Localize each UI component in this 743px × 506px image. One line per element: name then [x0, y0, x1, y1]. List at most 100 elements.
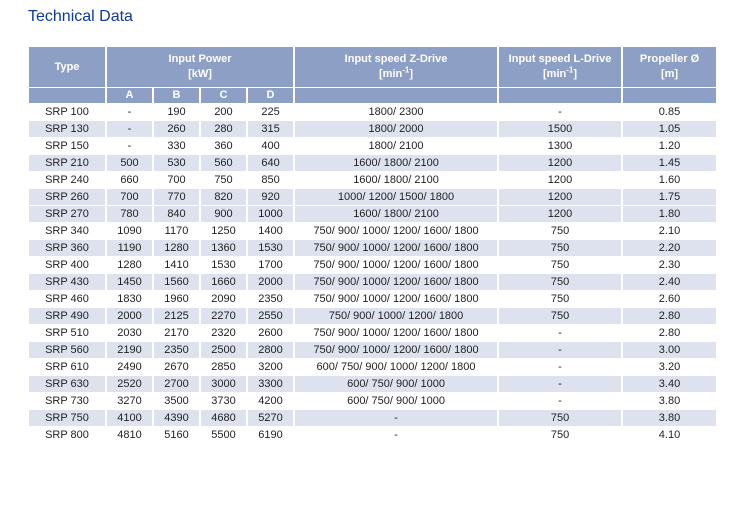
cell-power-c: 900	[199, 205, 248, 223]
cell-type: SRP 750	[27, 409, 107, 427]
cell-power-a: 1190	[105, 239, 154, 257]
subcolumn-header-a: A	[105, 87, 154, 104]
cell-power-b: 190	[152, 103, 201, 121]
cell-power-a: 2030	[105, 324, 154, 342]
subcolumn-header-d: D	[245, 87, 296, 104]
subheader-spacer-type	[27, 87, 107, 104]
cell-power-d: 225	[245, 103, 296, 121]
cell-power-a: 1830	[105, 290, 154, 308]
cell-power-a: 3270	[105, 392, 154, 410]
input-power-unit: [kW]	[188, 68, 212, 80]
cell-l-drive-speed: 750	[497, 426, 624, 444]
table-row: SRP 430 1450 1560 1660 2000 750/ 900/ 1000/ 1…	[27, 273, 719, 291]
input-power-title: Input Power	[168, 53, 232, 66]
cell-power-c: 1530	[199, 256, 248, 274]
cell-power-d: 2550	[245, 307, 296, 325]
cell-z-drive-speed: 1600/ 1800/ 2100	[293, 205, 500, 223]
table-row: SRP 130-260 280 315 1800/ 2000 1500 1.05	[27, 120, 719, 138]
cell-propeller-diameter: 4.10	[621, 426, 719, 444]
cell-power-b: 1960	[152, 290, 201, 308]
cell-power-a: 780	[105, 205, 154, 223]
table-row: SRP 150-330 360 400 1800/ 2100 1300 1.20	[27, 137, 719, 155]
cell-power-b: 4390	[152, 409, 201, 427]
cell-type: SRP 100	[27, 103, 107, 121]
cell-propeller-diameter: 1.80	[621, 205, 719, 223]
table-row: SRP 270 780 840 900 1000 1600/ 1800/ 2100 1200…	[27, 205, 719, 223]
cell-power-c: 1250	[199, 222, 248, 240]
cell-power-b: 1410	[152, 256, 201, 274]
cell-power-b: 840	[152, 205, 201, 223]
cell-power-c: 1360	[199, 239, 248, 257]
z-drive-title: Input speed Z-Drive	[344, 53, 448, 66]
cell-power-d: 1700	[245, 256, 296, 274]
cell-z-drive-speed: 1800/ 2100	[293, 137, 500, 155]
cell-propeller-diameter: 3.00	[621, 341, 719, 359]
cell-type: SRP 270	[27, 205, 107, 223]
cell-power-a: 2520	[105, 375, 154, 393]
cell-z-drive-speed: 1000/ 1200/ 1500/ 1800	[293, 188, 500, 206]
cell-power-c: 360	[199, 137, 248, 155]
cell-l-drive-speed: 750	[497, 409, 624, 427]
table-row: SRP 630 2520 2700 3000 3300 600/ 750/ 900/ 10…	[27, 375, 719, 393]
cell-propeller-diameter: 3.80	[621, 409, 719, 427]
table-header: Type Input Power [kW] Input speed Z-Driv…	[27, 46, 719, 104]
cell-power-a: 1280	[105, 256, 154, 274]
cell-power-a: -	[105, 120, 154, 138]
subheader-spacer-l-drive	[497, 87, 624, 104]
cell-propeller-diameter: 3.20	[621, 358, 719, 376]
cell-power-b: 2350	[152, 341, 201, 359]
cell-propeller-diameter: 2.80	[621, 307, 719, 325]
cell-type: SRP 610	[27, 358, 107, 376]
cell-l-drive-speed: 1200	[497, 171, 624, 189]
cell-z-drive-speed: 750/ 900/ 1000/ 1200/ 1600/ 1800	[293, 256, 500, 274]
cell-propeller-diameter: 2.80	[621, 324, 719, 342]
cell-l-drive-speed: 750	[497, 273, 624, 291]
cell-l-drive-speed: -	[497, 375, 624, 393]
table-row: SRP 510 2030 2170 2320 2600 750/ 900/ 1000/ 1…	[27, 324, 719, 342]
cell-power-d: 640	[245, 154, 296, 172]
cell-type: SRP 150	[27, 137, 107, 155]
cell-power-a: 500	[105, 154, 154, 172]
propeller-title: Propeller Ø	[639, 53, 700, 66]
cell-z-drive-speed: -	[293, 409, 500, 427]
z-drive-unit: [min-1]	[379, 65, 414, 80]
cell-type: SRP 130	[27, 120, 107, 138]
cell-z-drive-speed: 750/ 900/ 1000/ 1200/ 1600/ 1800	[293, 273, 500, 291]
subheader-spacer-z-drive	[293, 87, 500, 104]
cell-type: SRP 430	[27, 273, 107, 291]
column-header-input-power: Input Power [kW]	[104, 46, 296, 88]
cell-propeller-diameter: 1.05	[621, 120, 719, 138]
cell-power-c: 2500	[199, 341, 248, 359]
cell-power-a: -	[105, 103, 154, 121]
cell-power-a: -	[105, 137, 154, 155]
cell-power-a: 1090	[105, 222, 154, 240]
cell-l-drive-speed: -	[497, 341, 624, 359]
l-drive-unit: [min-1]	[543, 65, 578, 80]
cell-power-a: 660	[105, 171, 154, 189]
cell-l-drive-speed: 1300	[497, 137, 624, 155]
cell-power-c: 560	[199, 154, 248, 172]
cell-power-c: 3000	[199, 375, 248, 393]
header-row-main: Type Input Power [kW] Input speed Z-Driv…	[27, 46, 719, 88]
cell-propeller-diameter: 1.20	[621, 137, 719, 155]
cell-power-d: 2600	[245, 324, 296, 342]
cell-power-b: 1170	[152, 222, 201, 240]
cell-power-b: 1560	[152, 273, 201, 291]
cell-z-drive-speed: -	[293, 426, 500, 444]
cell-power-b: 2170	[152, 324, 201, 342]
cell-power-d: 5270	[245, 409, 296, 427]
cell-z-drive-speed: 750/ 900/ 1000/ 1200/ 1600/ 1800	[293, 222, 500, 240]
cell-power-c: 5500	[199, 426, 248, 444]
cell-power-d: 2000	[245, 273, 296, 291]
cell-power-d: 1530	[245, 239, 296, 257]
table-row: SRP 260 700 770 820 920 1000/ 1200/ 1500/ 180…	[27, 188, 719, 206]
cell-propeller-diameter: 2.60	[621, 290, 719, 308]
cell-propeller-diameter: 2.30	[621, 256, 719, 274]
cell-l-drive-speed: -	[497, 103, 624, 121]
cell-l-drive-speed: 750	[497, 256, 624, 274]
cell-power-d: 2350	[245, 290, 296, 308]
cell-power-c: 750	[199, 171, 248, 189]
cell-power-a: 2490	[105, 358, 154, 376]
cell-power-b: 2125	[152, 307, 201, 325]
cell-type: SRP 360	[27, 239, 107, 257]
